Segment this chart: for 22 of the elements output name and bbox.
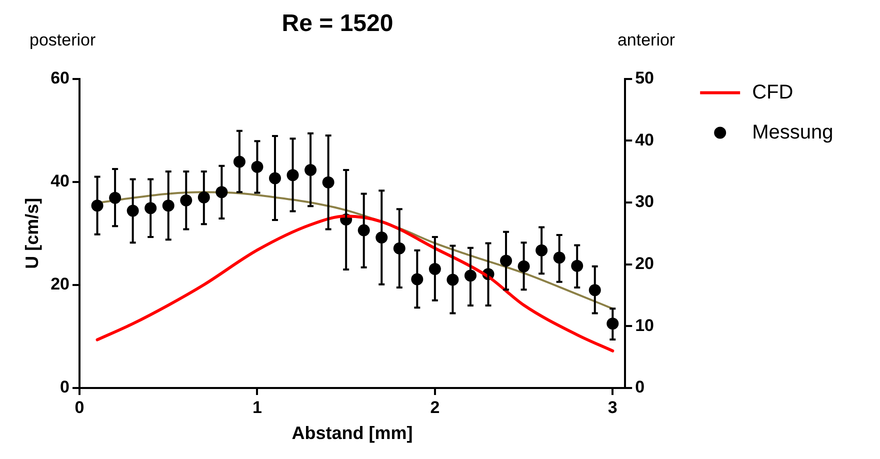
x-tick-label: 0 [74, 398, 84, 417]
x-axis-title: Abstand [mm] [292, 423, 413, 444]
x-tick-label: 3 [608, 398, 618, 417]
line-series [96, 214, 614, 352]
chart-title: Re = 1520 [282, 10, 394, 38]
y-tick-label: 60 [50, 68, 70, 88]
y2-tick-label: 40 [635, 130, 654, 150]
text: posterior [30, 30, 96, 50]
y2-tick-label: 10 [635, 316, 654, 335]
text: anterior [617, 30, 676, 50]
y-axis-title: U [cm/s] [22, 198, 42, 269]
x-tick-label: 1 [252, 398, 262, 417]
y2-tick-label: 50 [635, 68, 654, 88]
x-tick-label: 2 [430, 398, 440, 417]
y-tick-label: 20 [50, 274, 70, 294]
y2-tick-label: 20 [635, 254, 654, 274]
legend-label: Messung [752, 121, 834, 144]
y2-tick-label: 0 [635, 378, 645, 397]
legend-label: CFD [752, 81, 794, 104]
y2-tick-label: 30 [635, 192, 654, 212]
y-tick-label: 40 [50, 172, 70, 191]
y-tick-label: 0 [60, 378, 70, 397]
